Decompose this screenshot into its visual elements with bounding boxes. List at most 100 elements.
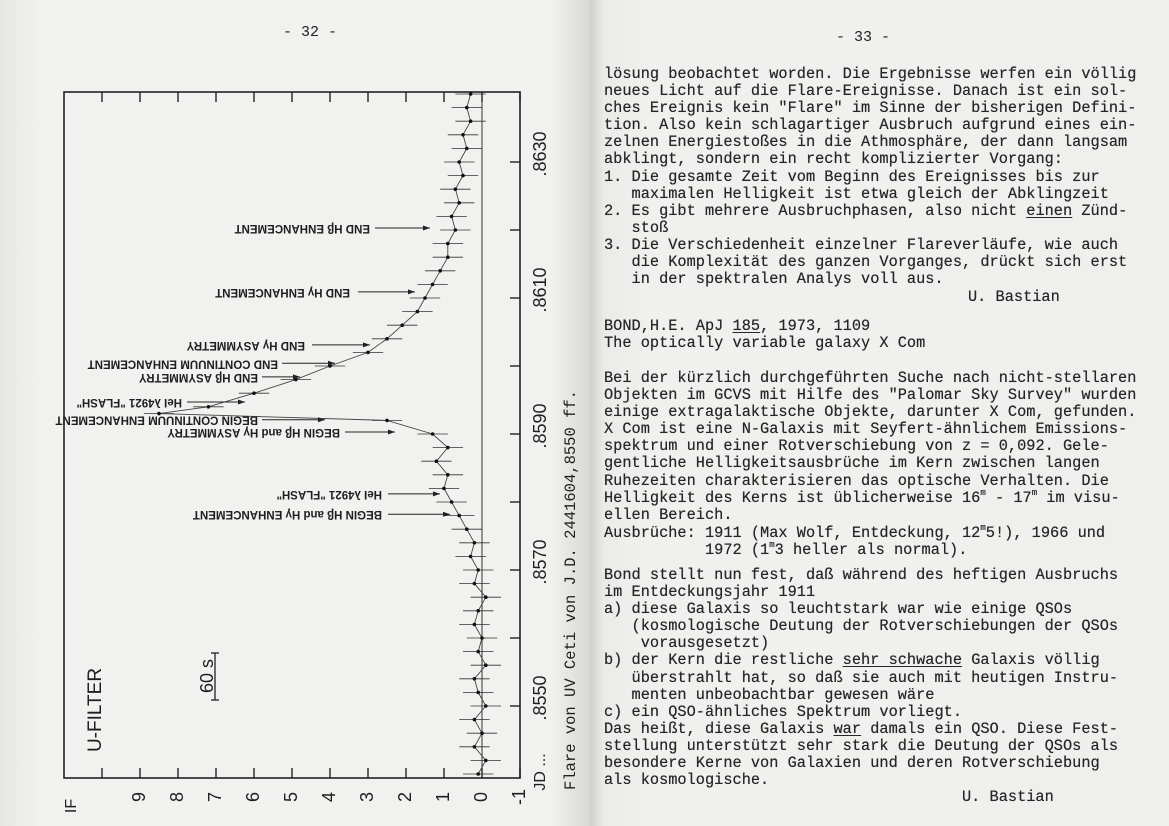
x-tick-label: .8550 [530,675,550,720]
data-point [472,622,477,627]
data-point [461,173,465,178]
data-point [472,717,477,722]
text-segment: Galaxis völlig [962,651,1100,670]
text-line: abklingt, sondern ein recht komplizierte… [604,151,1136,168]
underlined-text: 185 [732,317,761,335]
text-line: a) diese Galaxis so leuchtstark war wie … [604,601,1118,618]
superscript-text: m [980,487,986,498]
text-segment: stoß [604,218,669,237]
arrowhead-icon [293,374,300,380]
y-tick-label: 5 [281,792,301,802]
y-tick-label: 7 [205,792,225,802]
text-line: besondere Kerne von Galaxien und deren R… [604,754,1118,773]
data-point [449,500,454,504]
author-signature: U. Bastian [968,288,1060,306]
text-segment: 3. Die Verschiedenheit einzelner Flareve… [604,235,1119,254]
text-segment: besondere Kerne von Galaxien und deren R… [604,754,1100,773]
x-tick-label: .8590 [530,403,550,448]
text-line: tion. Also kein schlagartiger Ausbruch a… [604,117,1136,134]
data-point [385,337,389,341]
text-line: Das heißt, diese Galaxis war damals ein … [604,719,1119,738]
text-segment: 1972 (1 [604,541,770,560]
data-point [468,119,473,123]
annotation-label: BEGIN Hβ and Hγ ENHANCEMENT [193,508,382,520]
text-segment: als kosmologische. [604,771,770,790]
text-segment: damals ein QSO. Diese Fest- [861,719,1119,738]
data-point [430,432,435,436]
data-point [472,745,477,749]
text-segment: Ruhezeiten charakterisieren das optische… [604,471,1109,490]
text-line: gentliche Helligkeitsausbrüche im Kern z… [604,455,1136,472]
data-point [457,160,462,164]
article-continuation: lösung beobachtet worden. Die Ergebnisse… [604,65,1137,288]
data-point [480,731,484,735]
text-segment: neues Licht auf die Flare-Ereignisse. Da… [604,82,1128,101]
data-point [446,473,450,477]
text-segment: X Com ist eine N-Galaxis mit Seyfert-ähn… [604,420,1128,439]
text-segment: stellung unterstützt sehr stark die Deut… [604,736,1119,755]
data-point [461,133,465,137]
data-point [400,323,405,328]
text-line: b) der Kern die restliche sehr schwache … [604,652,1118,669]
data-point [457,513,462,518]
text-line: stoß [604,218,1136,237]
superscript-text: m [769,540,775,551]
text-line: spektrum und einer Rotverschiebung von z… [604,438,1136,455]
arrowhead-icon [388,429,395,435]
text-line: einige extragalaktische Objekte, darunte… [604,404,1136,421]
chart-caption: Flare von UV Ceti von J.D. 2441604,8550 … [562,390,580,790]
data-point [472,541,477,545]
data-point [472,581,477,586]
text-line: maximalen Helligkeit ist etwa gleich der… [604,184,1136,203]
data-point [476,649,481,654]
text-segment: vorausgesetzt) [604,634,770,653]
text-segment: b) der Kern die restliche [604,651,843,670]
text-segment: 5!), 1966 und [985,524,1106,542]
y-tick-label: 4 [319,792,339,802]
text-line: lösung beobachtet worden. Die Ergebnisse… [604,65,1137,83]
data-point [468,92,473,96]
underlined-text: einen [1026,201,1073,220]
data-point [438,269,443,273]
y-tick-label: 8 [167,792,187,802]
data-point [453,187,458,191]
text-line: zelnen Energiestoßes in die Athmosphäre,… [604,134,1136,151]
annotation-label: BEGIN Hβ and Hγ ASYMMETRY [167,426,340,438]
annotation-label: HeI λ4921 "FLASH" [277,488,383,500]
underlined-text: war [833,719,862,738]
text-line: X Com ist eine N-Galaxis mit Seyfert-ähn… [604,421,1136,438]
data-point [465,105,469,110]
page-number: - 33 - [836,29,891,46]
text-segment: einige extragalaktische Objekte, darunte… [604,403,1137,422]
data-point [434,459,439,464]
reference-citation: BOND,H.E. ApJ 185, 1973, 1109 The optical… [604,317,926,353]
arrowhead-icon [408,289,415,295]
text-segment: Bond stellt nun fest, daß während des he… [604,566,1119,584]
text-line: Bei der kürzlich durchgeführten Suche na… [604,369,1136,387]
arrowhead-icon [318,417,325,423]
x-tick-label: .8610 [530,267,550,312]
text-segment: gentliche Helligkeitsausbrüche im Kern z… [604,454,1100,473]
text-segment: The optically variable galaxy X Com [604,334,926,353]
text-line: in der spektralen Analys voll aus. [604,271,1136,288]
y-axis-label: IF [63,799,80,813]
superscript-text: m [1031,487,1038,498]
data-point [484,663,488,667]
text-segment: - 17 [985,488,1032,507]
text-line: ellen Bereich. [604,506,1136,524]
text-segment: lösung beobachtet worden. Die Ergebnisse… [604,65,1137,83]
y-tick-label: 1 [433,792,453,802]
text-segment: in der spektralen Analys voll aus. [604,270,944,289]
y-tick-label: 2 [395,792,415,802]
text-segment: maximalen Helligkeit ist etwa gleich der… [604,184,1109,203]
data-point [157,411,161,416]
data-point [465,527,469,531]
data-point [415,309,420,314]
y-tick-label: 6 [243,792,263,802]
text-segment: Ausbrüche: 1911 (Max Wolf, Entdeckung, 1… [604,524,981,542]
data-point [484,595,488,599]
data-point [476,690,481,695]
text-segment: 1. Die gesamte Zeit vom Beginn des Ereig… [604,167,1100,186]
abstract-paragraph: Bei der kürzlich durchgeführten Suche na… [604,369,1136,524]
y-tick-label: 3 [357,792,377,802]
